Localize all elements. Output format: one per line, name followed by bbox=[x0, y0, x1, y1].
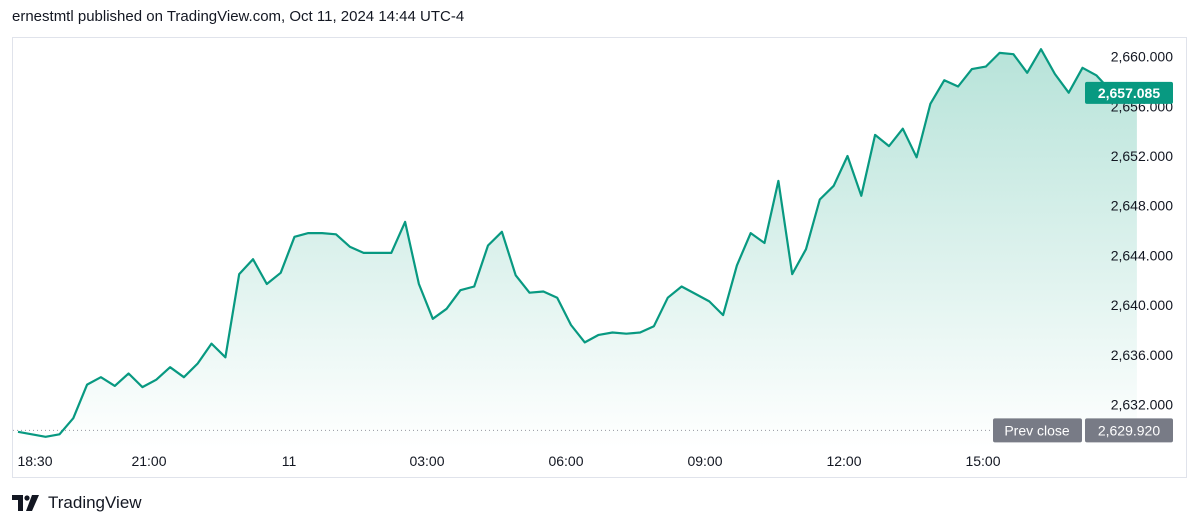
x-tick-label: 09:00 bbox=[687, 453, 722, 469]
price-line[interactable] bbox=[17, 48, 1138, 438]
y-tick-label: 2,632.000 bbox=[1111, 397, 1173, 413]
prev-close-value-label: 2,629.920 bbox=[1098, 422, 1160, 438]
price-area-fill bbox=[18, 49, 1137, 448]
y-tick-label: 2,640.000 bbox=[1111, 297, 1173, 313]
x-tick-label: 15:00 bbox=[965, 453, 1000, 469]
last-price-tag bbox=[1085, 81, 1173, 104]
x-tick-label: 18:30 bbox=[17, 453, 52, 469]
x-tick-label: 21:00 bbox=[131, 453, 166, 469]
footer-branding: TradingView bbox=[12, 493, 142, 513]
x-tick-label: 11 bbox=[282, 453, 297, 469]
x-tick-label: 03:00 bbox=[409, 453, 444, 469]
prev-close-value-tag bbox=[1085, 418, 1173, 443]
price-chart[interactable]: 2,660.0002,656.0002,652.0002,648.0002,64… bbox=[13, 38, 1186, 477]
last-price-label: 2,657.085 bbox=[1098, 85, 1160, 101]
prev-close-tag bbox=[993, 418, 1082, 443]
x-tick-label: 12:00 bbox=[826, 453, 861, 469]
x-tick-label: 06:00 bbox=[548, 453, 583, 469]
tradingview-logo-icon bbox=[12, 495, 42, 511]
y-tick-label: 2,652.000 bbox=[1111, 148, 1173, 164]
prev-close-label: Prev close bbox=[1004, 422, 1070, 438]
y-tick-label: 2,644.000 bbox=[1111, 247, 1173, 263]
y-tick-label: 2,648.000 bbox=[1111, 198, 1173, 214]
chart-frame[interactable]: 2,660.000 2,656.000 2,652.000 2,648.000 2,64… bbox=[12, 37, 1187, 478]
brand-name: TradingView bbox=[48, 493, 142, 512]
y-tick-label: 2,636.000 bbox=[1111, 347, 1173, 363]
y-tick-label: 2,660.000 bbox=[1111, 49, 1173, 65]
publish-info: ernestmtl published on TradingView.com, … bbox=[12, 8, 465, 25]
